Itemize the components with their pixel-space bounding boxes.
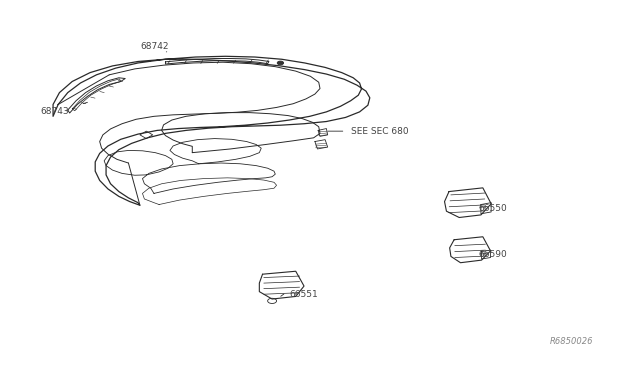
- Text: 66551: 66551: [289, 290, 318, 299]
- Circle shape: [277, 61, 284, 65]
- Text: 66590: 66590: [478, 250, 507, 259]
- Text: 66550: 66550: [478, 204, 507, 213]
- Text: 68742: 68742: [140, 42, 168, 51]
- Text: R6850026: R6850026: [550, 337, 593, 346]
- Text: SEE SEC 680: SEE SEC 680: [351, 126, 408, 136]
- Text: 68743: 68743: [40, 107, 69, 116]
